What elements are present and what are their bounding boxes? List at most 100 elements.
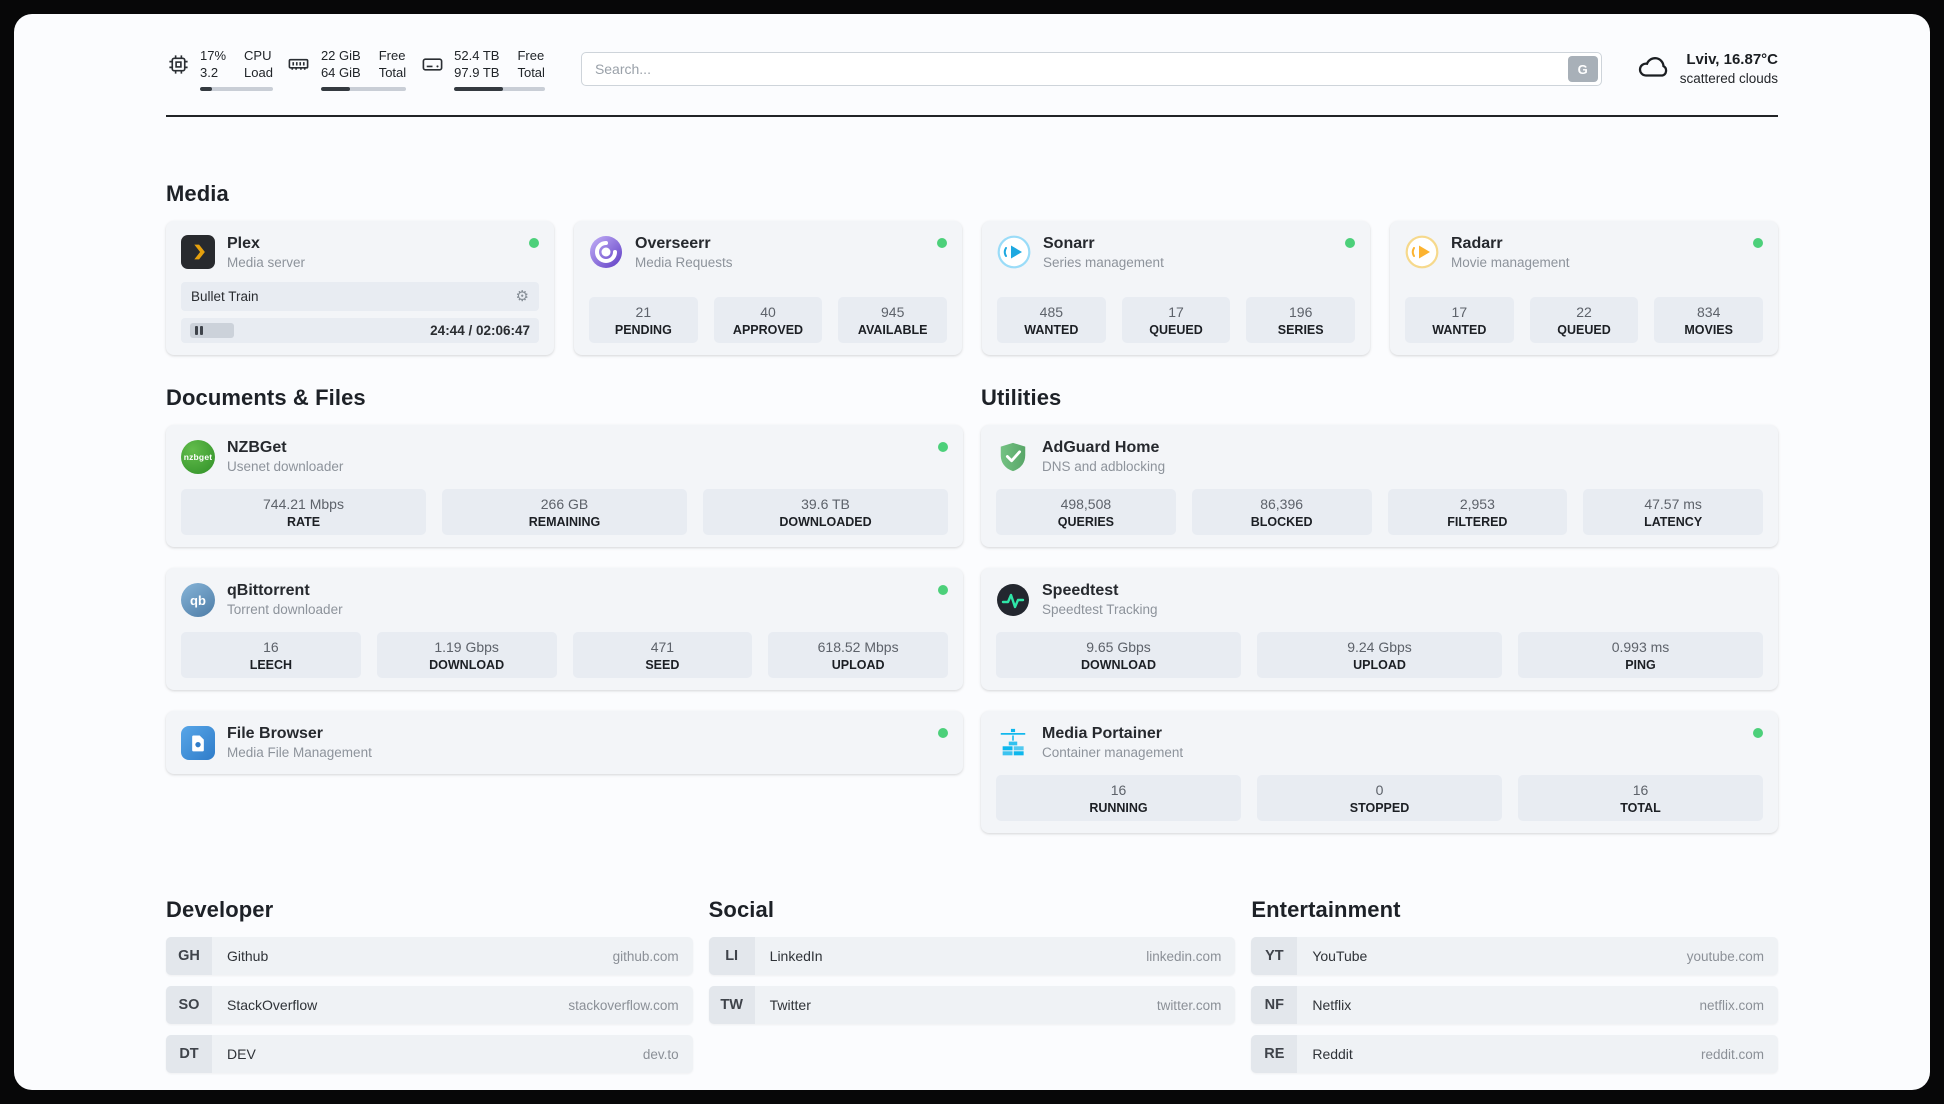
section-title-developer: Developer [166, 897, 274, 922]
bookmark-url: netflix.com [1699, 997, 1764, 1013]
app-subtitle: Media File Management [227, 745, 372, 761]
app-name: Radarr [1451, 234, 1503, 252]
app-subtitle: Media server [227, 254, 306, 270]
cloud-icon [1636, 50, 1670, 89]
cpu-values: 17% 3.2 [200, 48, 227, 81]
status-online-dot [937, 237, 947, 248]
bookmark-name: StackOverflow [227, 997, 318, 1013]
status-online-dot [938, 585, 948, 596]
app-name: Overseerr [635, 234, 711, 252]
playback-row: 24:44 / 02:06:47 [181, 318, 539, 344]
stat-queued: 22 QUEUED [1529, 297, 1639, 344]
settings-gear-icon[interactable]: ⚙ [515, 288, 529, 306]
bookmark-url: youtube.com [1686, 948, 1764, 964]
app-card-filebrowser[interactable]: File Browser Media File Management [166, 711, 963, 774]
stat-download: 1.19 Gbps DOWNLOAD [376, 632, 557, 679]
bookmark-youtube[interactable]: YT YouTube youtube.com [1251, 937, 1778, 975]
section-title-utilities: Utilities [981, 385, 1062, 411]
app-subtitle: Speedtest Tracking [1042, 602, 1158, 618]
bookmark-name: LinkedIn [769, 948, 823, 964]
weather-widget: Lviv, 16.87°C scattered clouds [1636, 50, 1778, 89]
app-subtitle: Series management [1043, 254, 1164, 270]
cpu-widget: 17% 3.2 CPU Load [166, 48, 273, 91]
nzbget-icon: nzbget [181, 440, 215, 475]
memory-values: 22 GiB 64 GiB [320, 48, 361, 81]
search-engine-button[interactable]: G [1567, 56, 1598, 83]
stat-queries: 498,508 QUERIES [996, 489, 1176, 536]
app-name: AdGuard Home [1042, 439, 1160, 457]
bookmark-github[interactable]: GH Github github.com [166, 937, 693, 975]
bookmark-url: twitter.com [1156, 997, 1222, 1013]
storage-widget: 52.4 TB 97.9 TB Free Total [420, 48, 545, 91]
adguard-icon [996, 440, 1030, 474]
weather-condition: scattered clouds [1679, 71, 1778, 87]
netflix-icon: NF [1251, 986, 1298, 1024]
memory-icon [287, 53, 311, 77]
speedtest-icon [996, 583, 1030, 617]
section-documents: Documents & Files nzbget NZBGet Usenet d… [166, 385, 963, 833]
bookmark-netflix[interactable]: NF Netflix netflix.com [1251, 986, 1778, 1024]
bookmark-name: Twitter [769, 997, 811, 1013]
app-card-nzbget[interactable]: nzbget NZBGet Usenet downloader 744.21 M… [166, 425, 963, 548]
section-media: Media Plex Media server [166, 181, 1778, 356]
qbittorrent-icon: qb [181, 583, 215, 618]
bookmark-twitter[interactable]: TW Twitter twitter.com [708, 986, 1236, 1024]
section-title-social: Social [708, 897, 775, 922]
linkedin-icon: LI [708, 937, 755, 975]
bookmark-url: reddit.com [1700, 1046, 1764, 1062]
now-playing-row: Bullet Train ⚙ [181, 282, 539, 312]
app-card-speedtest[interactable]: Speedtest Speedtest Tracking 9.65 Gbps D… [981, 568, 1778, 691]
search-input[interactable] [580, 52, 1602, 87]
stat-stopped: 0 STOPPED [1257, 775, 1502, 821]
playback-time: 24:44 / 02:06:47 [430, 323, 530, 339]
bookmark-name: Reddit [1312, 1046, 1353, 1062]
youtube-icon: YT [1251, 937, 1298, 975]
system-stats: 17% 3.2 CPU Load [166, 48, 545, 91]
reddit-icon: RE [1251, 1035, 1298, 1073]
stat-total: 16 TOTAL [1518, 775, 1763, 821]
app-card-sonarr[interactable]: Sonarr Series management 485 WANTED 17 Q… [982, 220, 1370, 356]
stat-movies: 834 MOVIES [1654, 297, 1764, 344]
memory-progress-bar [320, 86, 407, 91]
app-card-radarr[interactable]: Radarr Movie management 17 WANTED 22 QUE… [1390, 220, 1778, 356]
stat-ping: 0.993 ms PING [1518, 632, 1763, 679]
bookmark-reddit[interactable]: RE Reddit reddit.com [1251, 1035, 1778, 1073]
status-online-dot [938, 728, 948, 739]
bookmark-linkedin[interactable]: LI LinkedIn linkedin.com [708, 937, 1236, 975]
weather-location: Lviv, 16.87°C [1686, 51, 1778, 69]
app-card-adguard[interactable]: AdGuard Home DNS and adblocking 498,508 … [981, 425, 1778, 548]
app-name: File Browser [227, 725, 324, 743]
section-title-media: Media [166, 180, 229, 206]
memory-labels: Free Total [378, 48, 407, 81]
seek-bar[interactable] [190, 323, 418, 339]
bookmark-url: github.com [612, 948, 679, 964]
stat-wanted: 17 WANTED [1405, 297, 1514, 344]
bookmark-name: Github [227, 948, 269, 964]
bookmark-stackoverflow[interactable]: SO StackOverflow stackoverflow.com [166, 986, 693, 1024]
pause-icon[interactable] [195, 326, 203, 336]
stat-blocked: 86,396 BLOCKED [1191, 489, 1372, 536]
top-bar: 17% 3.2 CPU Load [166, 48, 1778, 91]
stackoverflow-icon: SO [166, 986, 212, 1024]
bookmark-dev[interactable]: DT DEV dev.to [166, 1035, 693, 1073]
github-icon: GH [166, 937, 212, 975]
app-card-overseerr[interactable]: Overseerr Media Requests 21 PENDING 40 A… [574, 220, 962, 356]
stat-upload: 618.52 Mbps UPLOAD [768, 632, 948, 679]
search-bar: G [580, 52, 1602, 87]
app-name: qBittorrent [227, 582, 310, 600]
app-card-portainer[interactable]: Media Portainer Container management 16 … [981, 711, 1778, 833]
stat-latency: 47.57 ms LATENCY [1583, 489, 1763, 536]
section-title-entertainment: Entertainment [1251, 897, 1401, 922]
bookmark-name: YouTube [1312, 948, 1368, 964]
cpu-labels: CPU Load [244, 48, 273, 81]
bookmark-url: stackoverflow.com [568, 997, 679, 1013]
storage-icon [420, 53, 444, 77]
stat-series: 196 SERIES [1246, 297, 1356, 344]
section-utilities: Utilities [981, 385, 1778, 833]
app-card-plex[interactable]: Plex Media server Bullet Train ⚙ [166, 220, 554, 356]
app-subtitle: DNS and adblocking [1042, 459, 1166, 475]
stat-downloaded: 39.6 TB DOWNLOADED [703, 489, 948, 536]
stat-leech: 16 LEECH [181, 632, 361, 679]
app-subtitle: Torrent downloader [227, 602, 343, 618]
app-card-qbittorrent[interactable]: qb qBittorrent Torrent downloader 16 [166, 568, 963, 691]
